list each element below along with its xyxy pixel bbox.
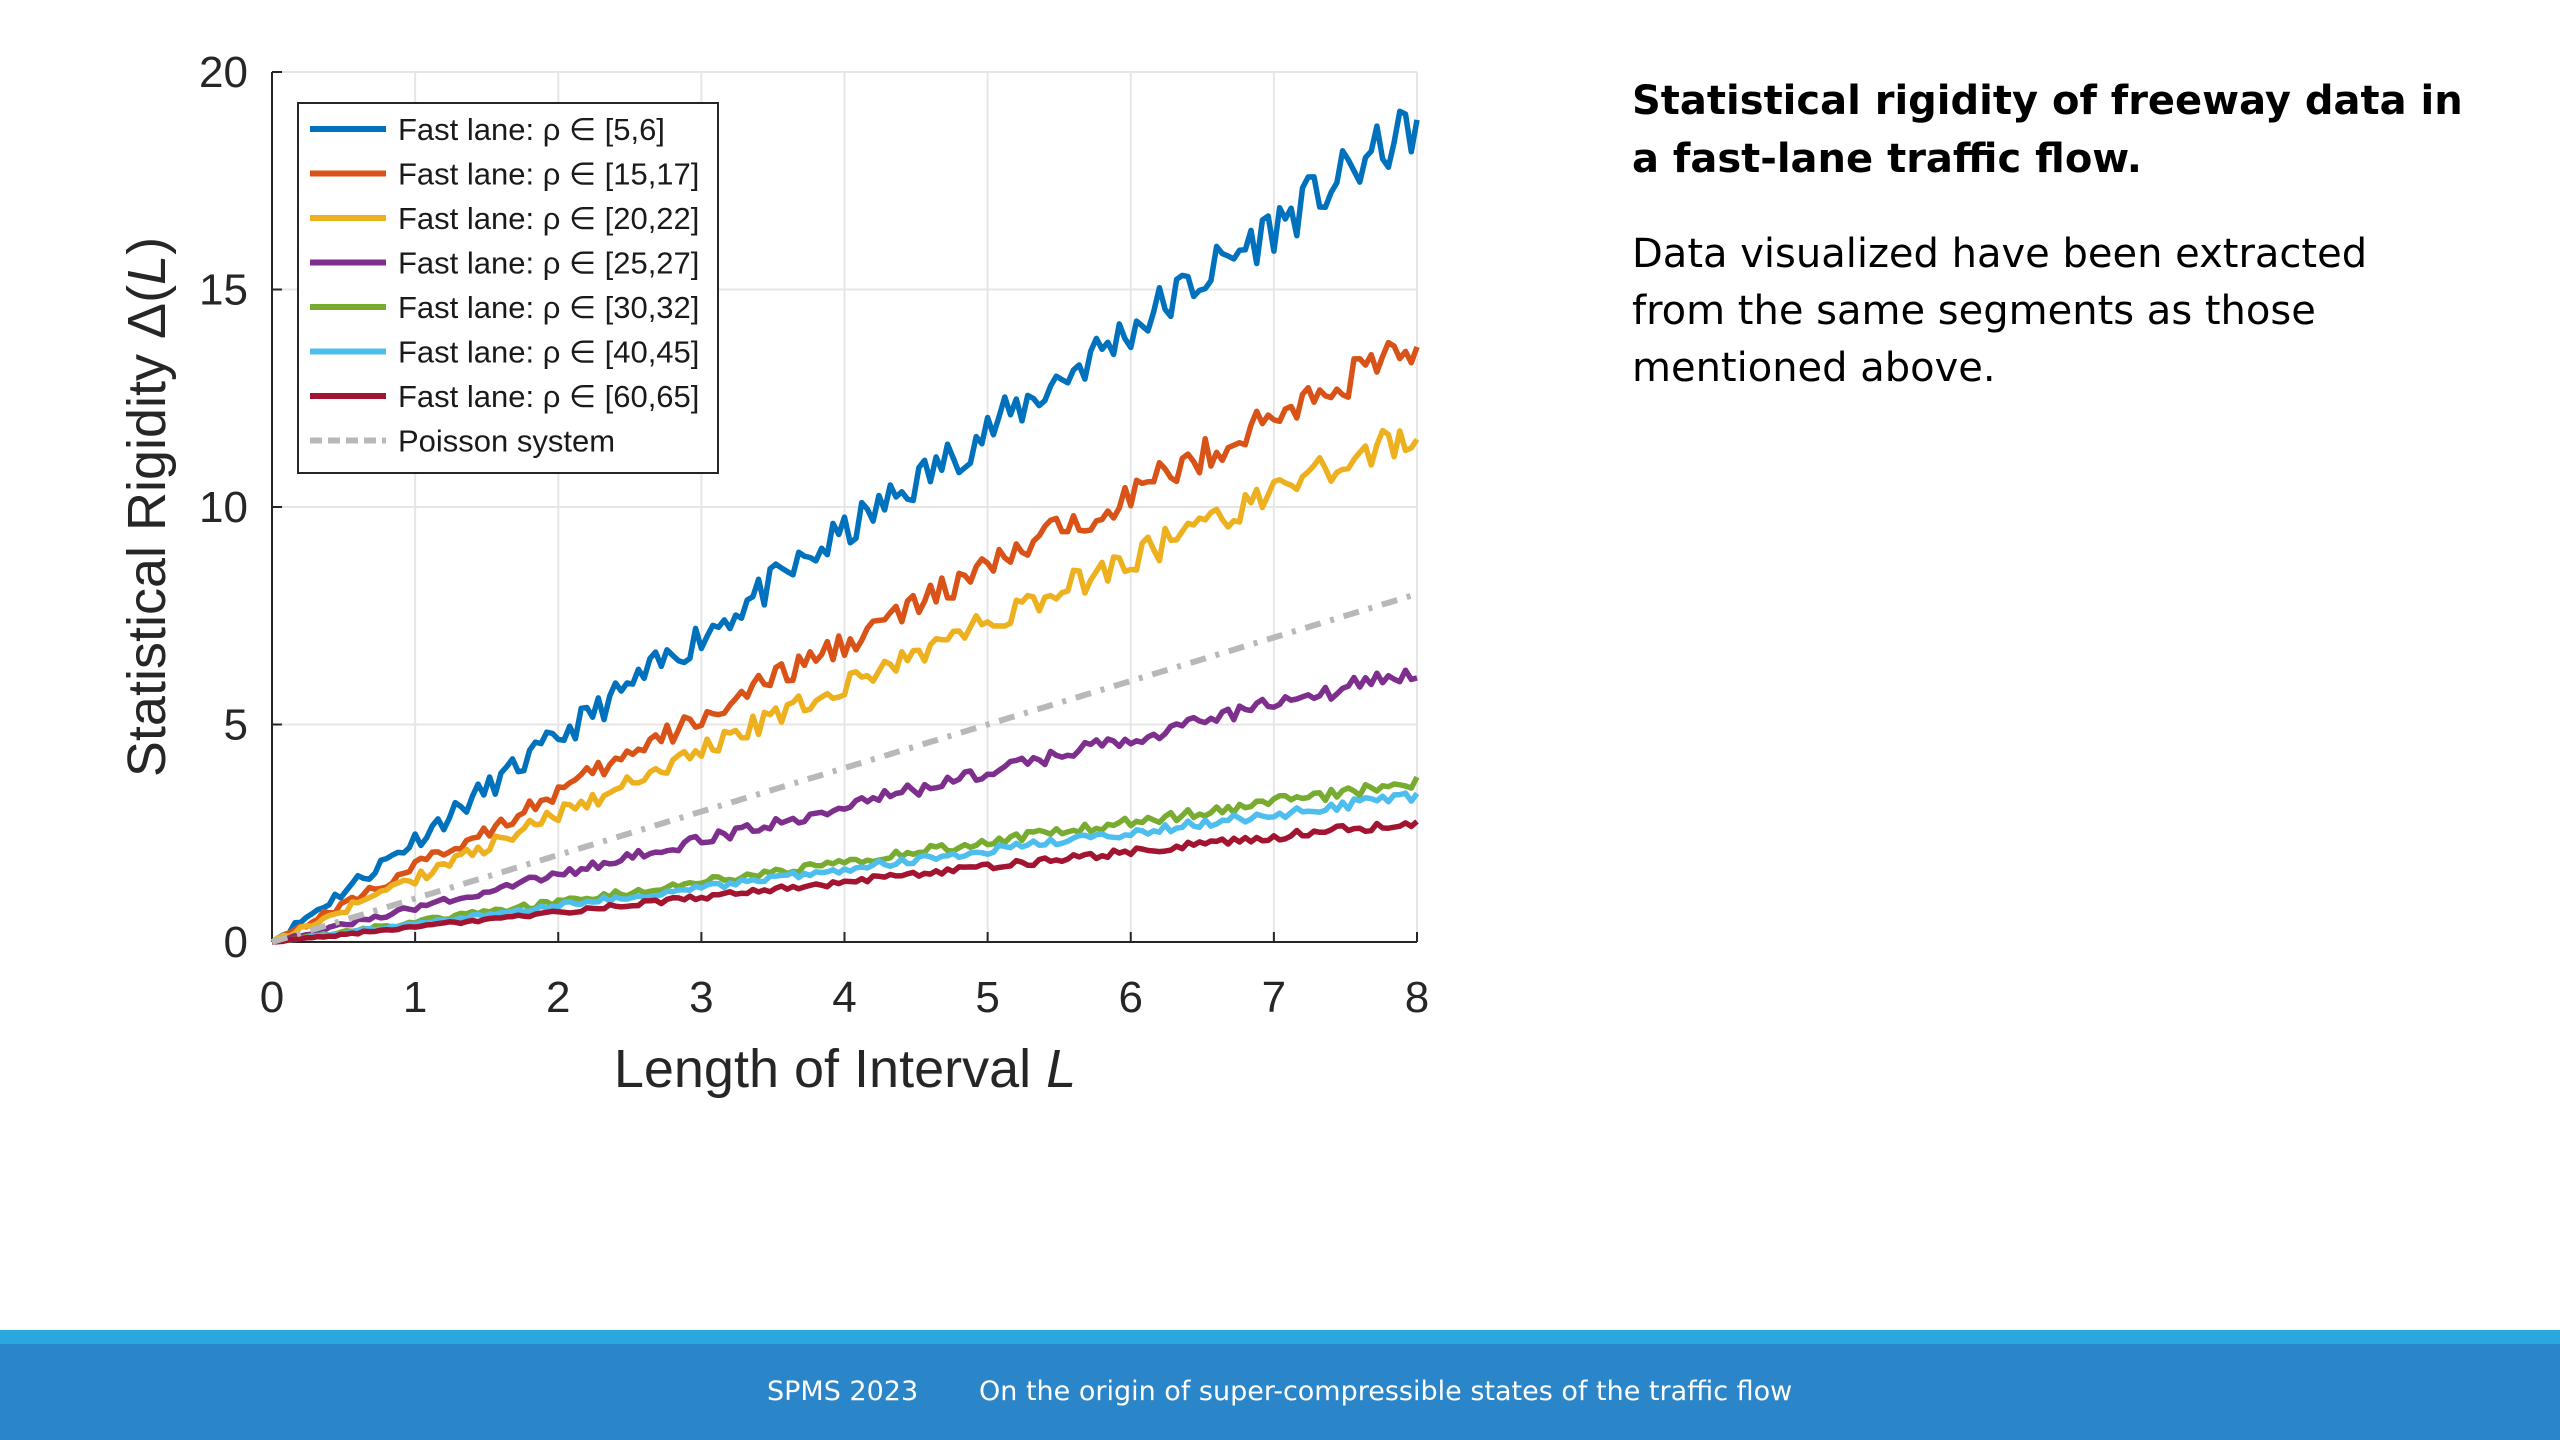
side-body: Data visualized have been extracted from… <box>1632 231 2368 391</box>
footer-accent-line <box>0 1330 2560 1344</box>
legend-label-6: Fast lane: ρ ∈ [40,45] <box>398 335 699 370</box>
legend-box <box>297 102 719 474</box>
x-tick-label: 6 <box>1119 973 1143 1022</box>
legend-label-8: Poisson system <box>398 424 615 459</box>
series-line-3 <box>270 427 1420 945</box>
y-tick-label: 10 <box>199 483 248 532</box>
x-axis-title: Length of Interval L <box>614 1039 1076 1099</box>
legend-label-4: Fast lane: ρ ∈ [25,27] <box>398 246 699 281</box>
legend-label-1: Fast lane: ρ ∈ [5,6] <box>398 112 665 147</box>
series-lines <box>270 108 1420 945</box>
series-line-1 <box>270 108 1420 945</box>
x-tick-label: 5 <box>975 973 999 1022</box>
x-tick-label: 8 <box>1405 973 1429 1022</box>
x-tick-label: 4 <box>832 973 856 1022</box>
legend-label-5: Fast lane: ρ ∈ [30,32] <box>398 290 699 325</box>
series-line-7 <box>271 819 1419 945</box>
x-tick-label: 2 <box>546 973 570 1022</box>
legend-label-3: Fast lane: ρ ∈ [20,22] <box>398 201 699 236</box>
series-line-2 <box>271 339 1420 945</box>
series-line-5 <box>271 775 1420 945</box>
legend-label-7: Fast lane: ρ ∈ [60,65] <box>398 379 699 414</box>
series-line-4 <box>271 667 1418 945</box>
footer-title: On the origin of super-compressible stat… <box>979 1376 1793 1407</box>
x-tick-label: 3 <box>689 973 713 1022</box>
footer-conference: SPMS 2023 <box>767 1376 919 1407</box>
legend: Fast lane: ρ ∈ [5,6] Fast lane: ρ ∈ [15,1… <box>297 102 719 474</box>
series-line-6 <box>271 790 1420 945</box>
y-tick-label: 20 <box>199 48 248 97</box>
x-tick-label: 1 <box>403 973 427 1022</box>
x-tick-label: 7 <box>1262 973 1286 1022</box>
tick-labels: 0 1 2 3 4 5 6 7 8 0 5 10 15 20 <box>199 48 1429 1022</box>
y-axis-title: Statistical Rigidity Δ(L) <box>117 237 177 777</box>
legend-label-2: Fast lane: ρ ∈ [15,17] <box>398 157 699 192</box>
x-tick-label: 0 <box>260 973 284 1022</box>
footer-bar: SPMS 2023 On the origin of super-compres… <box>0 1330 2560 1440</box>
side-panel: Statistical rigidity of freeway data in … <box>1632 72 2472 397</box>
side-title: Statistical rigidity of freeway data in … <box>1632 78 2463 182</box>
y-tick-label: 15 <box>199 266 248 315</box>
y-tick-label: 5 <box>224 701 248 750</box>
y-tick-label: 0 <box>224 918 248 967</box>
